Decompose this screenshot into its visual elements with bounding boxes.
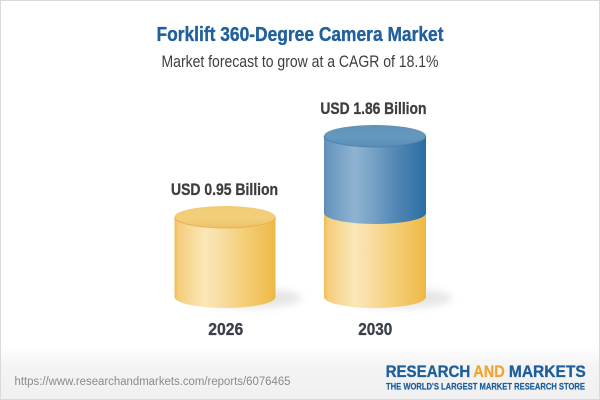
svg-text:AND: AND [473, 362, 505, 381]
svg-text:THE WORLD'S LARGEST MARKET RES: THE WORLD'S LARGEST MARKET RESEARCH STOR… [386, 381, 585, 392]
svg-text:Forklift 360-Degree Camera Mar: Forklift 360-Degree Camera Market [157, 24, 444, 46]
svg-text:https://www.researchandmarkets: https://www.researchandmarkets.com/repor… [15, 376, 291, 388]
svg-text:2030: 2030 [358, 319, 392, 339]
svg-text:USD 0.95 Billion: USD 0.95 Billion [171, 181, 278, 199]
svg-text:Market forecast to grow at a C: Market forecast to grow at a CAGR of 18.… [162, 53, 439, 71]
svg-text:MARKETS: MARKETS [509, 362, 586, 381]
svg-text:2026: 2026 [208, 319, 243, 339]
svg-text:RESEARCH: RESEARCH [386, 362, 471, 381]
svg-text:USD 1.86 Billion: USD 1.86 Billion [320, 100, 426, 118]
